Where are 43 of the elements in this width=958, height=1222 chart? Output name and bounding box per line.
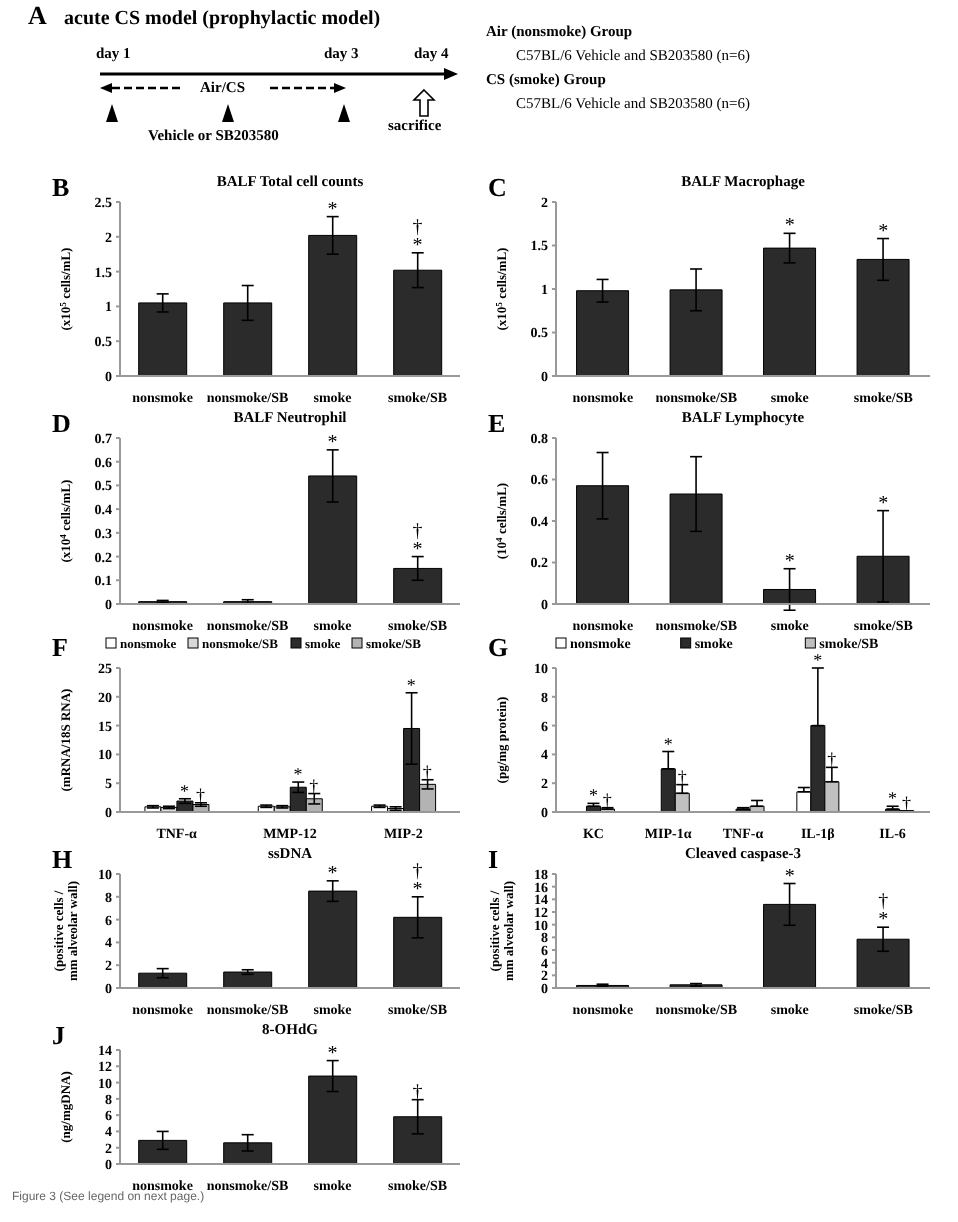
annotation: * <box>327 198 338 221</box>
text: H <box>52 844 73 874</box>
annotation: † <box>602 789 613 810</box>
annotation: * <box>663 733 674 754</box>
annotation: * <box>412 538 423 561</box>
annotation: * <box>888 788 899 809</box>
annotation: † <box>878 891 889 914</box>
annotation: * <box>406 674 417 695</box>
annotation: † <box>412 1081 423 1104</box>
text: J <box>52 1020 66 1050</box>
annotation: * <box>293 764 304 785</box>
annotation: * <box>412 878 423 901</box>
annotation: † <box>412 860 423 883</box>
text: F <box>52 632 68 662</box>
annotation: † <box>677 766 688 787</box>
annotation: * <box>878 909 889 932</box>
annotation: * <box>327 862 338 885</box>
annotation: * <box>412 234 423 257</box>
annotation: * <box>878 492 889 515</box>
text: E <box>488 408 506 438</box>
text: G <box>488 632 509 662</box>
annotation: † <box>412 216 423 239</box>
text: D <box>52 408 71 438</box>
annotation: * <box>784 865 795 888</box>
annotation: * <box>180 780 191 801</box>
annotation: † <box>309 775 320 796</box>
annotation: * <box>784 550 795 573</box>
annotation: * <box>588 785 599 806</box>
annotation: * <box>327 431 338 454</box>
annotation: † <box>827 749 838 770</box>
annotation: † <box>422 761 433 782</box>
annotation: * <box>878 220 889 243</box>
text: acute CS model (prophylactic model) <box>64 8 381 30</box>
text: I <box>488 844 499 874</box>
annotation: † <box>195 784 206 805</box>
text: A <box>28 0 48 30</box>
annotation: * <box>784 215 795 238</box>
text: B <box>52 172 70 202</box>
text: C <box>488 172 507 202</box>
annotation: * <box>327 1042 338 1065</box>
annotation: * <box>813 650 824 670</box>
annotation: † <box>902 792 913 813</box>
annotation: † <box>412 520 423 543</box>
